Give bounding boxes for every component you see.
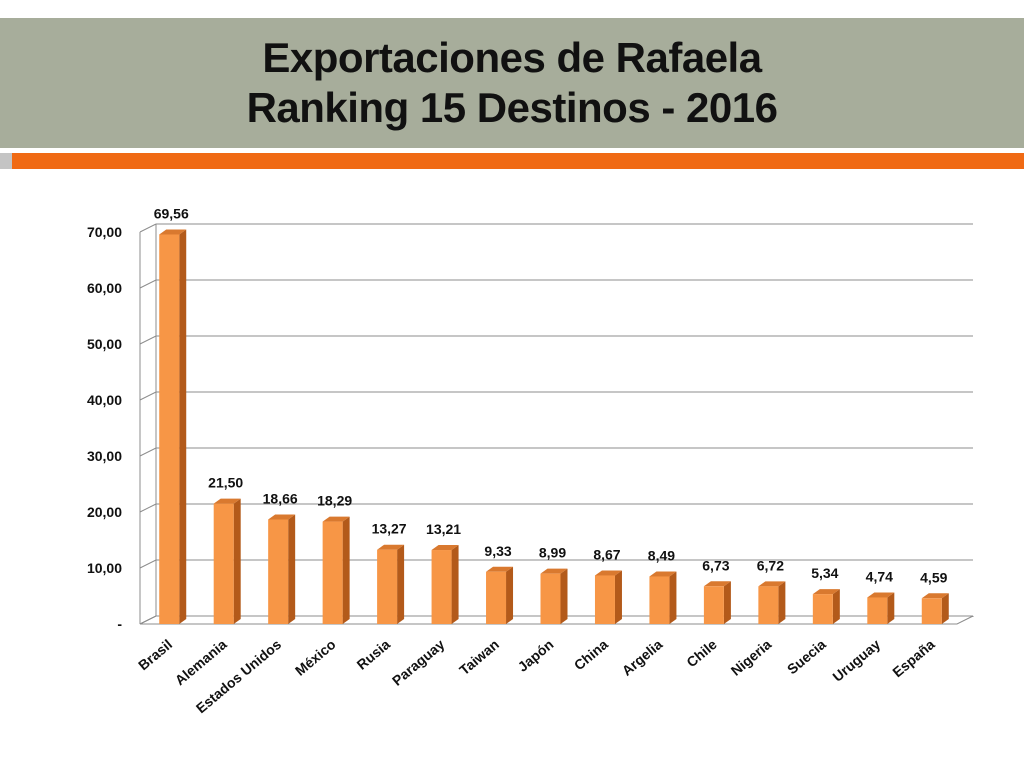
x-tick-label: España: [889, 636, 938, 680]
bar-side: [342, 516, 350, 624]
bar-side: [397, 544, 405, 624]
x-tick-label: Japón: [515, 636, 557, 675]
bar-top: [322, 516, 350, 522]
x-tick-label: México: [292, 636, 339, 679]
bar-side: [288, 514, 296, 624]
data-label: 21,50: [208, 475, 243, 491]
bar-11: [703, 586, 724, 624]
data-label: 13,27: [372, 521, 407, 537]
data-label: 9,33: [484, 543, 511, 559]
bar-12: [758, 586, 779, 624]
x-tick-label: Taiwan: [456, 636, 502, 678]
y-tick-label: 50,00: [87, 336, 122, 352]
bar-10: [649, 576, 670, 624]
bar-side: [887, 592, 895, 624]
bar-7: [486, 571, 507, 624]
bar-top: [159, 229, 187, 235]
y-tick-label: 20,00: [87, 504, 122, 520]
bar-5: [377, 549, 398, 624]
bar-top: [594, 570, 622, 576]
gridline-wall: [139, 559, 157, 569]
bar-8: [540, 573, 561, 624]
bar-side: [614, 570, 622, 624]
bar-top: [377, 544, 405, 550]
x-tick-label: Uruguay: [829, 636, 883, 685]
gridline-wall: [139, 279, 157, 289]
data-label: 4,74: [866, 568, 893, 584]
data-label: 8,99: [539, 545, 566, 561]
bar-side: [506, 566, 514, 624]
bar-top: [812, 589, 840, 595]
y-tick-label: 30,00: [87, 448, 122, 464]
y-tick-label: 40,00: [87, 392, 122, 408]
title-line-1: Exportaciones de Rafaela: [262, 34, 762, 81]
bar-9: [594, 575, 615, 624]
x-tick-label: Brasil: [135, 636, 175, 673]
x-tick-label: Nigeria: [728, 636, 775, 679]
data-label: 5,34: [811, 565, 838, 581]
data-label: 69,56: [154, 205, 189, 221]
bar-top: [431, 545, 459, 551]
data-label: 8,67: [593, 546, 620, 562]
data-label: 4,59: [920, 569, 947, 585]
bar-top: [486, 566, 514, 572]
x-tick-label: China: [571, 636, 611, 673]
accent-bar: [0, 153, 1024, 169]
bar-side: [233, 498, 241, 624]
bar-2: [213, 503, 234, 624]
gridline-wall: [139, 223, 157, 233]
bar-top: [268, 514, 296, 520]
gridline-wall: [139, 335, 157, 345]
x-tick-label: Paraguay: [389, 636, 448, 689]
bar-side: [451, 545, 459, 624]
x-tick-label: Rusia: [354, 636, 394, 673]
bar-top: [649, 571, 677, 577]
bar-side: [941, 593, 949, 624]
bar-side: [669, 571, 677, 624]
bar-13: [812, 594, 833, 624]
bar-top: [540, 568, 568, 574]
y-tick-label: 60,00: [87, 280, 122, 296]
y-tick-label: -: [117, 616, 122, 632]
data-label: 18,66: [263, 491, 298, 507]
data-label: 6,72: [757, 557, 784, 573]
bar-4: [322, 521, 343, 624]
bar-side: [179, 229, 187, 625]
x-tick-label: Suecia: [784, 636, 829, 677]
gridline-wall: [139, 391, 157, 401]
gridline-wall: [139, 447, 157, 457]
data-label: 8,49: [648, 547, 675, 563]
bar-14: [867, 597, 888, 624]
data-label: 13,21: [426, 521, 461, 537]
gridline-wall: [139, 503, 157, 513]
bar-top: [703, 581, 731, 587]
bar-side: [723, 581, 731, 624]
y-tick-label: 10,00: [87, 560, 122, 576]
bar-3: [268, 519, 289, 624]
data-label: 6,73: [702, 557, 729, 573]
bar-15: [921, 598, 942, 624]
x-tick-label: Chile: [683, 636, 720, 670]
title-line-2: Ranking 15 Destinos - 2016: [246, 84, 778, 131]
bar-top: [867, 592, 895, 598]
bar-top: [921, 593, 949, 599]
x-tick-label: Argelia: [619, 636, 666, 679]
bar-side: [560, 568, 568, 624]
bar-top: [213, 498, 241, 504]
y-tick-label: 70,00: [87, 224, 122, 240]
bar-1: [159, 234, 180, 625]
accent-bar-left: [0, 153, 12, 169]
title-band: Exportaciones de Rafaela Ranking 15 Dest…: [0, 18, 1024, 148]
bar-side: [832, 589, 840, 624]
bar-6: [431, 550, 452, 624]
data-label: 18,29: [317, 493, 352, 509]
bar-side: [778, 581, 786, 624]
bar-top: [758, 581, 786, 587]
